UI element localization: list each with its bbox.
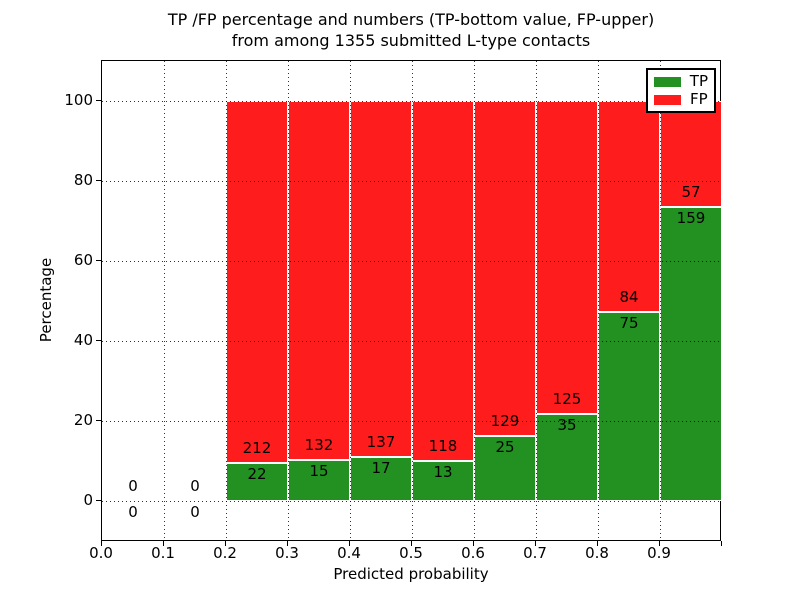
bar-tp-count-label: 159 [676, 208, 706, 227]
x-tick [597, 541, 598, 546]
y-gridline [102, 501, 720, 502]
x-gridline [598, 61, 599, 540]
bar-tp-segment [226, 463, 288, 501]
bar-fp-segment [598, 101, 660, 313]
bar-tp-count-label: 75 [619, 314, 639, 333]
x-gridline [164, 61, 165, 540]
legend-item-fp: FP [654, 92, 708, 107]
y-gridline [102, 341, 720, 342]
x-tick [225, 541, 226, 546]
legend-swatch-fp-icon [654, 94, 681, 105]
legend-swatch-tp-icon [654, 76, 681, 87]
x-gridline [226, 61, 227, 540]
x-tick [473, 541, 474, 546]
bar-tp-count-label: 15 [309, 462, 329, 481]
bar-fp-count-label: 0 [190, 477, 200, 495]
x-tick-label: 0.6 [461, 544, 485, 562]
bar-fp-count-label: 212 [242, 439, 272, 458]
bar-fp-segment [350, 101, 412, 457]
bar-tp-count-label: 22 [247, 465, 267, 484]
x-tick-label: 0.4 [337, 544, 361, 562]
bar-tp-count-label: 0 [128, 503, 138, 521]
y-tick-label: 100 [64, 91, 93, 109]
legend-label-fp: FP [690, 90, 708, 108]
y-tick [96, 420, 101, 421]
bar-fp-count-label: 129 [490, 412, 520, 431]
bar-fp-segment [474, 101, 536, 437]
bar-tp-count-label: 35 [557, 415, 577, 434]
y-gridline [102, 261, 720, 262]
legend-label-tp: TP [689, 72, 708, 90]
bar-tp-count-label: 0 [190, 503, 200, 521]
y-tick-label: 20 [73, 411, 93, 429]
y-gridline [102, 181, 720, 182]
bar-tp-segment [536, 413, 598, 501]
bar-fp-count-label: 0 [128, 477, 138, 495]
x-tick-label: 0.9 [647, 544, 671, 562]
bar-fp-count-label: 137 [366, 432, 396, 451]
y-tick-label: 40 [73, 331, 93, 349]
x-gridline [536, 61, 537, 540]
y-axis-label: Percentage [37, 257, 55, 343]
y-tick-label: 0 [83, 491, 93, 509]
bar-fp-segment [288, 101, 350, 461]
bar-tp-segment [288, 460, 350, 501]
x-tick [535, 541, 536, 546]
x-gridline [474, 61, 475, 540]
x-tick-label: 0.1 [151, 544, 175, 562]
bar-fp-count-label: 118 [428, 437, 458, 456]
x-tick [101, 541, 102, 546]
bar-fp-count-label: 125 [552, 389, 582, 408]
y-gridline [102, 101, 720, 102]
y-tick [96, 100, 101, 101]
x-axis-label: Predicted probability [333, 565, 489, 583]
bar-tp-segment [412, 461, 474, 501]
x-tick-label: 0.8 [585, 544, 609, 562]
bar-fp-count-label: 84 [619, 288, 639, 307]
chart-title-line1: TP /FP percentage and numbers (TP-bottom… [167, 10, 655, 29]
y-gridline [102, 421, 720, 422]
x-gridline [660, 61, 661, 540]
bar-fp-count-label: 57 [681, 182, 701, 201]
x-tick [163, 541, 164, 546]
y-tick [96, 500, 101, 501]
y-tick [96, 260, 101, 261]
bar-fp-segment [536, 101, 598, 414]
bar-fp-segment [412, 101, 474, 462]
y-tick-label: 60 [73, 251, 93, 269]
x-tick [721, 541, 722, 546]
x-gridline [350, 61, 351, 540]
x-tick-label: 0.5 [399, 544, 423, 562]
bar-tp-count-label: 13 [433, 463, 453, 482]
legend: TP FP [646, 68, 716, 113]
x-tick-label: 0.7 [523, 544, 547, 562]
chart-title-line2: from among 1355 submitted L-type contact… [231, 31, 591, 50]
x-tick-label: 0.3 [275, 544, 299, 562]
x-gridline [412, 61, 413, 540]
x-tick-label: 0.0 [89, 544, 113, 562]
x-tick-label: 0.2 [213, 544, 237, 562]
y-tick-label: 80 [73, 171, 93, 189]
x-tick [349, 541, 350, 546]
x-gridline [288, 61, 289, 540]
y-tick [96, 180, 101, 181]
x-tick [287, 541, 288, 546]
x-tick [659, 541, 660, 546]
legend-item-tp: TP [654, 74, 708, 89]
plot-area: 0 0 0 0 212 22 132 15 137 17 118 13 129 25 125 35 84 75 57… [101, 60, 722, 541]
bar-fp-segment [226, 101, 288, 464]
bar-fp-count-label: 132 [304, 436, 334, 455]
bar-tp-count-label: 17 [371, 458, 391, 477]
chart-title: TP /FP percentage and numbers (TP-bottom… [101, 9, 721, 51]
x-tick [411, 541, 412, 546]
bar-tp-segment [660, 206, 722, 501]
y-tick [96, 340, 101, 341]
bar-tp-count-label: 25 [495, 438, 515, 457]
